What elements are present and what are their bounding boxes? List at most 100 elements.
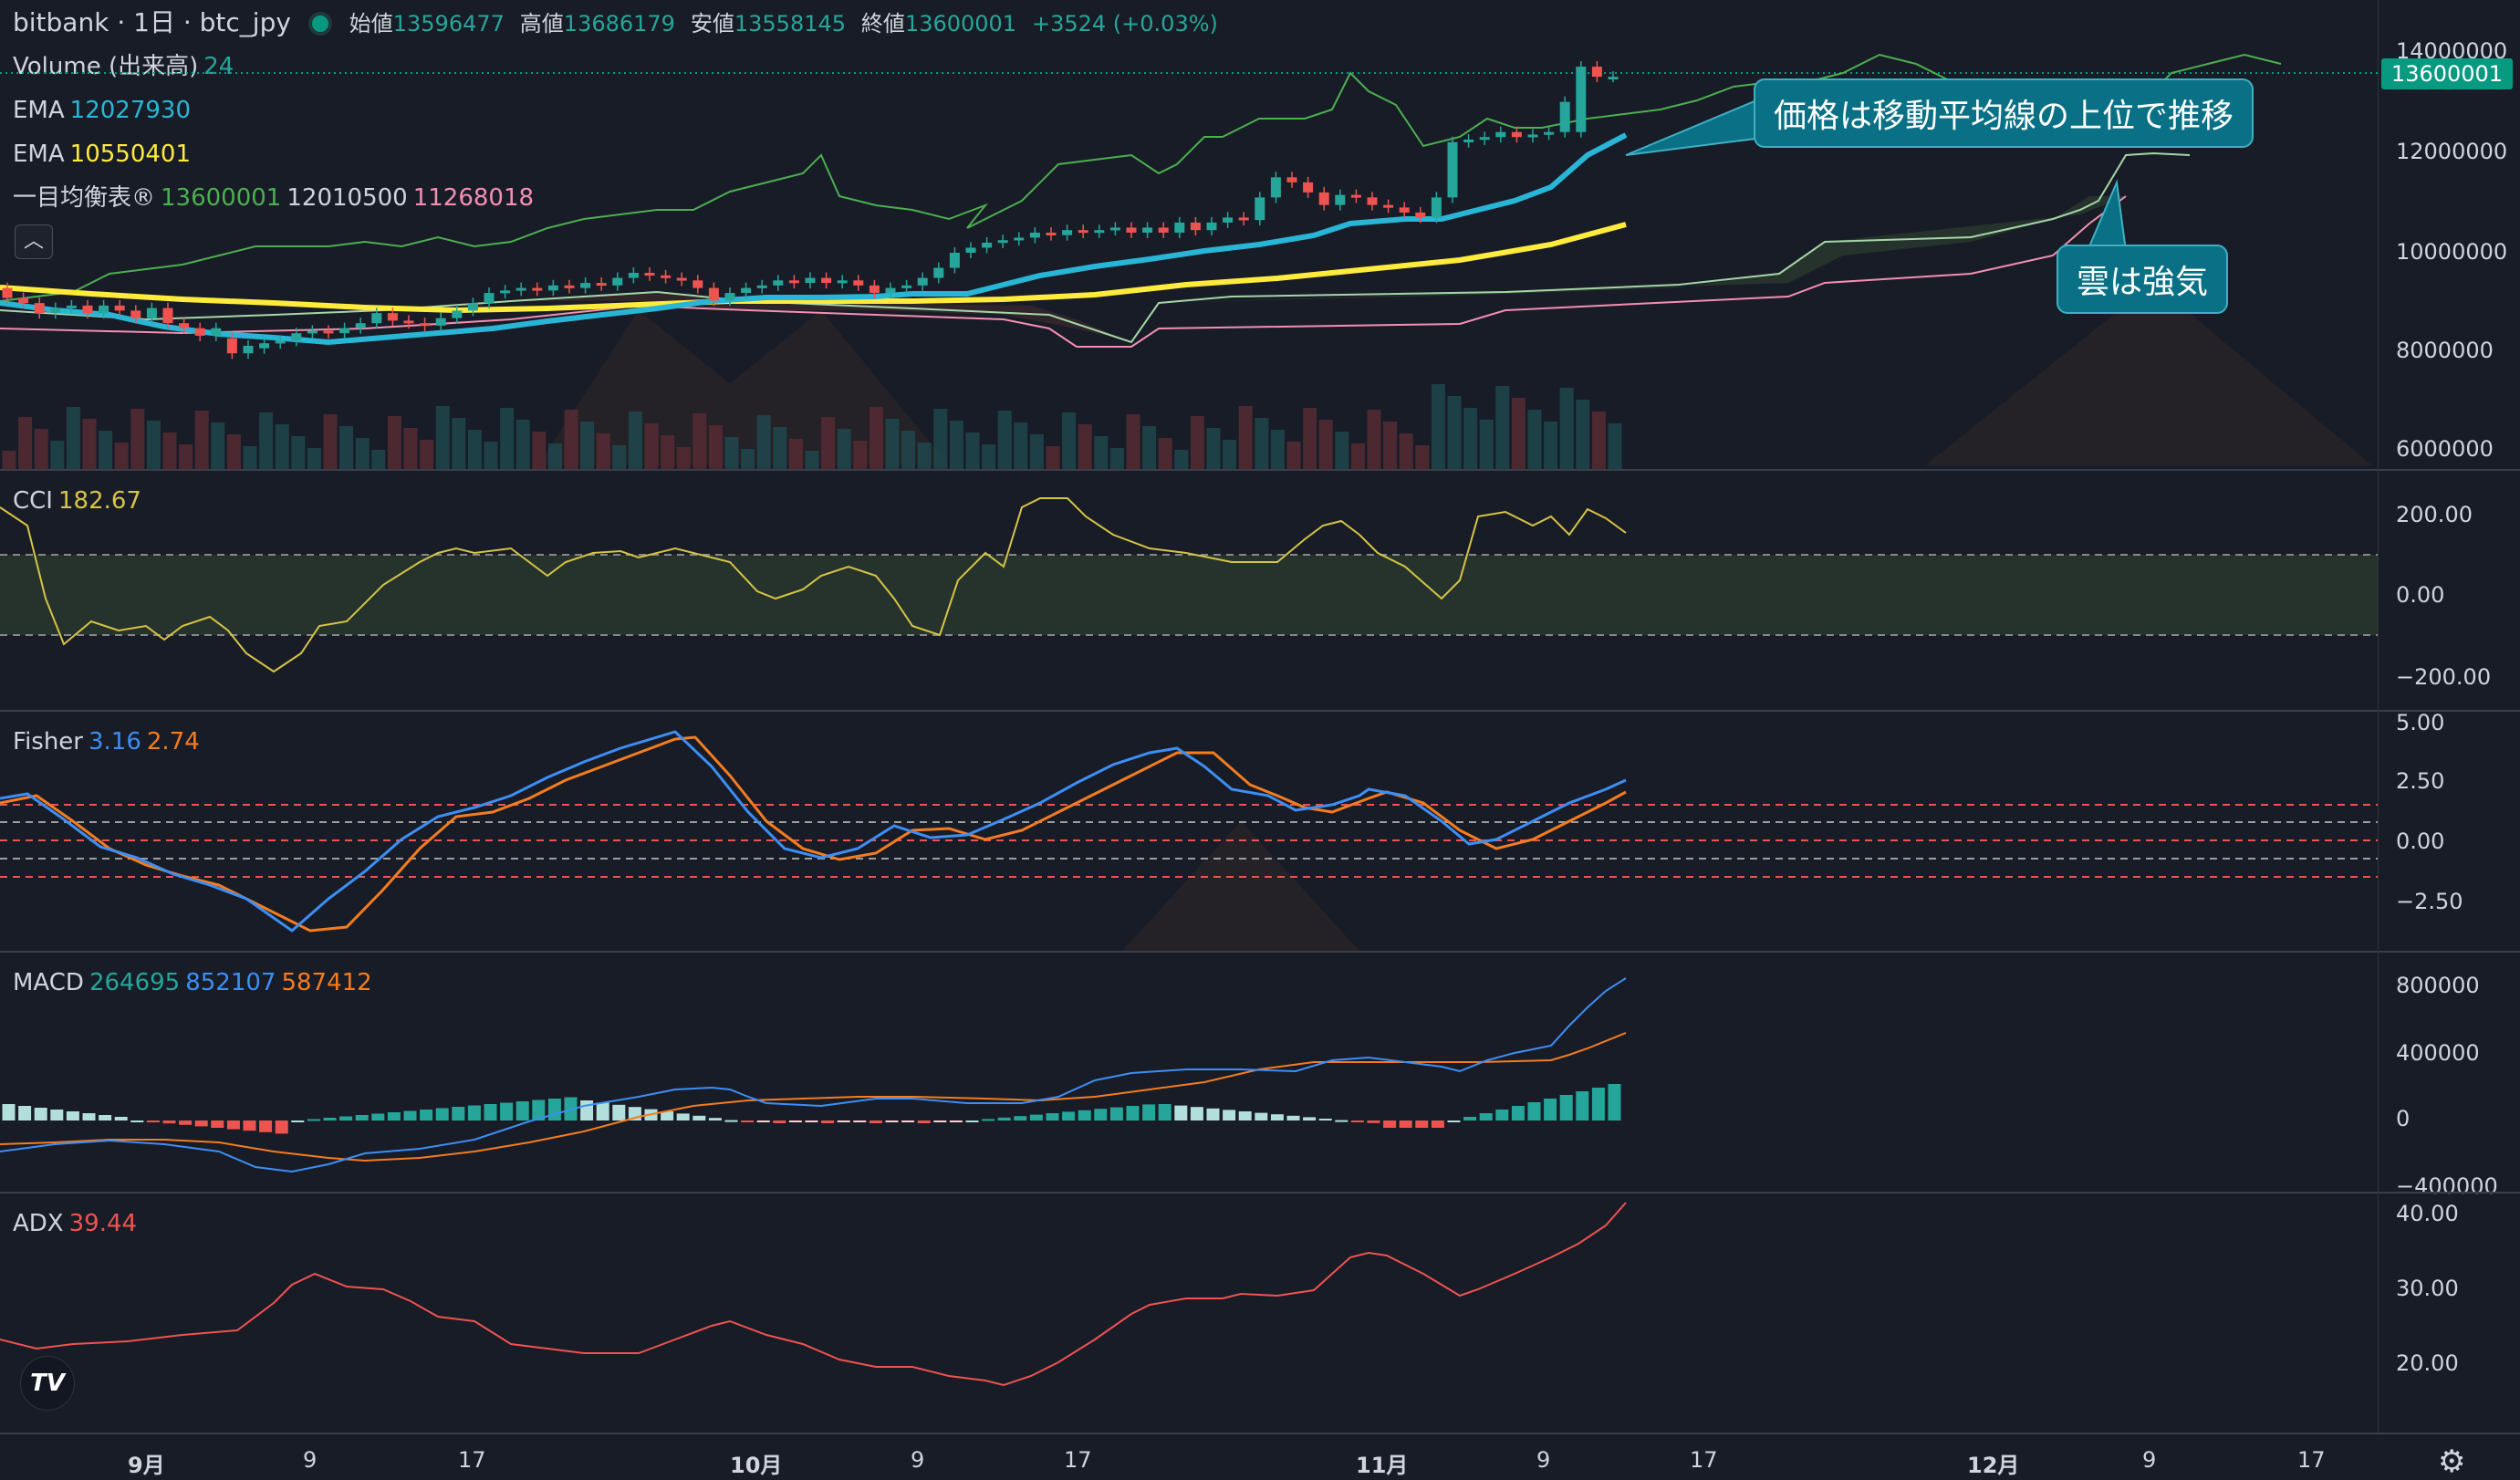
volume-bar: [1511, 398, 1526, 469]
annotation-callout-cloud[interactable]: 雲は強気: [2057, 245, 2229, 314]
tradingview-logo-icon[interactable]: 𝙏𝙑: [20, 1356, 75, 1411]
candle: [515, 287, 526, 291]
ema-slow-legend[interactable]: EMA 10550401: [13, 141, 196, 168]
volume-bar: [741, 449, 755, 469]
pane-separator[interactable]: [0, 710, 2520, 712]
annotation-callout-ma[interactable]: 価格は移動平均線の上位で推移: [1754, 78, 2254, 148]
macd-histogram-bar: [34, 1108, 47, 1120]
ema-fast-legend[interactable]: EMA 12027930: [13, 97, 196, 124]
close-value: 13600001: [904, 11, 1017, 36]
volume-legend[interactable]: Volume (出来高) 24: [13, 53, 239, 80]
fisher-pane[interactable]: [0, 712, 2520, 951]
macd-histogram-bar: [547, 1099, 561, 1120]
adx-tick: 30.00: [2396, 1276, 2459, 1301]
volume-bar: [50, 441, 65, 469]
candle: [452, 310, 463, 318]
volume-bar: [965, 433, 980, 469]
price-tick: 12000000: [2396, 139, 2508, 164]
ema-fast-label: EMA: [13, 97, 65, 124]
macd-histogram-bar: [484, 1104, 497, 1120]
adx-pane[interactable]: [0, 1193, 2520, 1433]
macd-histogram-bar: [1286, 1115, 1300, 1120]
candle: [1029, 232, 1040, 238]
candle: [387, 313, 398, 321]
macd-histogram-bar: [403, 1110, 417, 1120]
volume-bar: [99, 431, 113, 469]
cci-band: [0, 555, 2378, 635]
macd-histogram-bar: [1190, 1107, 1203, 1120]
ichimoku-chikou-line: [0, 53, 2282, 302]
ichimoku-value-3: 11268018: [412, 184, 535, 212]
ichimoku-lead-b: [0, 195, 2127, 348]
volume-bar: [1335, 432, 1349, 469]
chevron-up-icon[interactable]: ︿: [15, 224, 53, 259]
price-tick: 8000000: [2396, 338, 2494, 363]
candle: [1495, 131, 1506, 138]
volume-bar: [596, 433, 610, 469]
volume-bar: [901, 431, 916, 469]
macd-histogram-bar: [275, 1120, 288, 1134]
cci-pane[interactable]: [0, 471, 2520, 710]
volume-label: Volume (出来高): [13, 53, 199, 80]
macd-histogram-bar: [885, 1120, 899, 1122]
volume-bar: [1303, 408, 1317, 469]
volume-bar: [515, 420, 530, 469]
volume-bar: [564, 410, 578, 469]
candle: [1544, 131, 1555, 135]
chart-header: bitbank · 1日 · btc_jpy 始値13596477 高値1368…: [13, 5, 1218, 41]
candle: [1367, 197, 1378, 205]
symbol-title[interactable]: bitbank · 1日 · btc_jpy: [13, 7, 291, 37]
macd-histogram-bar: [1383, 1120, 1397, 1128]
candle: [1431, 197, 1442, 218]
ichimoku-legend[interactable]: 一目均衡表® 13600001 12010500 11268018: [13, 184, 539, 212]
fisher-legend[interactable]: Fisher 3.16 2.74: [13, 728, 205, 756]
volume-bar: [1270, 430, 1285, 469]
macd-tick: 400000: [2396, 1040, 2480, 1066]
macd-histogram-bar: [1495, 1110, 1509, 1120]
macd-histogram-bar: [532, 1100, 546, 1120]
pane-separator[interactable]: [0, 469, 2520, 471]
volume-bar: [1367, 410, 1381, 469]
fisher-trigger-line: [0, 735, 1627, 933]
ema-fast-value: 12027930: [69, 97, 191, 124]
macd-histogram-bar: [788, 1120, 802, 1122]
macd-histogram-bar: [1431, 1120, 1444, 1128]
fisher-line: [0, 730, 1627, 933]
macd-legend[interactable]: MACD 264695 852107 587412: [13, 969, 378, 996]
time-tick: 17: [1064, 1447, 1092, 1473]
volume-bar: [933, 409, 948, 469]
macd-pane[interactable]: [0, 953, 2520, 1192]
volume-bar: [949, 421, 963, 469]
candle: [291, 333, 302, 341]
volume-bar: [1527, 410, 1542, 469]
cci-tick: 200.00: [2396, 502, 2473, 527]
cci-legend[interactable]: CCI 182.67: [13, 487, 147, 515]
macd-histogram-bar: [1014, 1116, 1027, 1120]
volume-bar: [1576, 400, 1590, 469]
macd-histogram-bar: [1238, 1111, 1252, 1120]
volume-bar: [452, 418, 466, 469]
macd-histogram-bar: [1270, 1114, 1284, 1120]
candle: [1511, 131, 1522, 138]
macd-histogram-bar: [1463, 1117, 1477, 1120]
candle: [997, 240, 1008, 244]
candle: [66, 305, 77, 308]
candle: [1415, 212, 1426, 218]
pane-separator[interactable]: [0, 1192, 2520, 1193]
ichimoku-value-2: 12010500: [286, 184, 408, 212]
volume-bar: [1190, 416, 1204, 469]
time-tick: 11月: [1356, 1453, 1409, 1478]
pane-separator[interactable]: [0, 951, 2520, 953]
price-pane[interactable]: [0, 36, 2520, 469]
gear-icon[interactable]: ⚙: [2438, 1444, 2466, 1480]
volume-bar: [788, 439, 803, 469]
candle: [532, 287, 543, 291]
macd-histogram-bar: [179, 1120, 193, 1125]
volume-bar: [692, 413, 707, 469]
macd-histogram-bar: [467, 1105, 481, 1120]
macd-histogram-bar: [901, 1120, 915, 1122]
volume-bar: [917, 443, 932, 469]
candle: [692, 280, 703, 288]
adx-legend[interactable]: ADX 39.44: [13, 1210, 142, 1237]
macd-histogram-bar: [917, 1120, 931, 1123]
